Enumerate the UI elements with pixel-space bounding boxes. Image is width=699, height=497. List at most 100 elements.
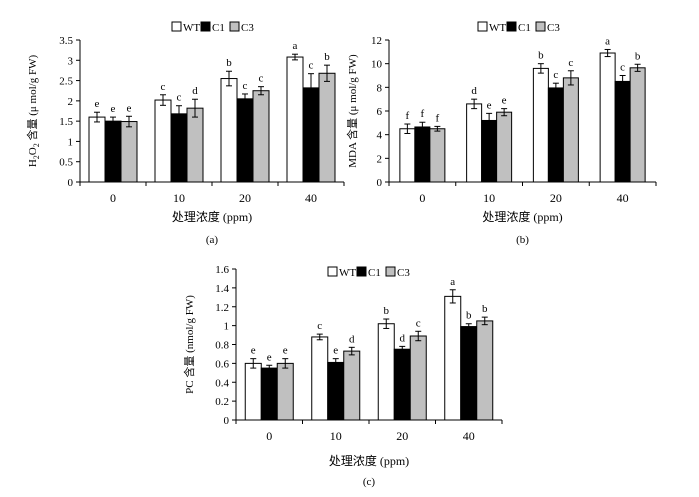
bar bbox=[393, 348, 411, 421]
y-tick-label: 1 bbox=[68, 136, 74, 148]
y-tick-label: 3 bbox=[68, 55, 74, 67]
bar bbox=[444, 295, 462, 421]
y-tick-label: 1.4 bbox=[215, 283, 229, 295]
significance-label: d bbox=[192, 85, 198, 97]
y-tick-label: 0.4 bbox=[215, 377, 229, 389]
bar bbox=[286, 56, 304, 183]
x-axis-title: 处理浓度 (ppm) bbox=[329, 453, 409, 468]
significance-label: e bbox=[333, 345, 338, 357]
legend-swatch bbox=[327, 266, 338, 277]
y-tick-label: 0 bbox=[224, 415, 230, 427]
y-tick-label: 2 bbox=[68, 96, 74, 108]
bar bbox=[220, 78, 238, 183]
y-tick-label: 12 bbox=[371, 35, 382, 47]
y-axis-title: H2O2 含量 (μ mol/g FW) bbox=[25, 55, 41, 168]
x-tick-label: 20 bbox=[239, 191, 251, 205]
legend-swatch bbox=[385, 266, 396, 277]
bar bbox=[629, 67, 646, 183]
significance-label: a bbox=[450, 276, 455, 288]
legend-label: C1 bbox=[368, 267, 381, 279]
bar bbox=[414, 126, 431, 183]
x-tick-label: 10 bbox=[173, 191, 185, 205]
y-tick-label: 0.5 bbox=[59, 157, 73, 169]
x-tick-label: 0 bbox=[266, 429, 272, 443]
legend-label: WT bbox=[489, 22, 506, 34]
y-axis-title: PC 含量 (nmol/g FW) bbox=[182, 295, 196, 394]
bar bbox=[260, 367, 278, 421]
y-tick-label: 2.5 bbox=[59, 76, 73, 88]
significance-label: f bbox=[421, 108, 425, 120]
significance-label: b bbox=[384, 305, 390, 317]
legend-swatch bbox=[535, 21, 546, 32]
significance-label: b bbox=[324, 51, 330, 63]
significance-label: e bbox=[283, 345, 288, 357]
panel-label: (b) bbox=[516, 234, 529, 246]
bar bbox=[481, 119, 498, 183]
bar bbox=[170, 113, 188, 183]
legend-label: C3 bbox=[397, 267, 410, 279]
x-tick-label: 40 bbox=[617, 191, 629, 205]
significance-label: c bbox=[259, 73, 264, 85]
significance-label: c bbox=[416, 317, 421, 329]
bar bbox=[104, 120, 122, 183]
significance-label: a bbox=[293, 40, 298, 52]
y-tick-label: 1.5 bbox=[59, 116, 73, 128]
x-tick-label: 10 bbox=[483, 191, 495, 205]
bar bbox=[532, 67, 549, 183]
legend-label: C1 bbox=[212, 22, 225, 34]
significance-label: c bbox=[161, 81, 166, 93]
significance-label: b bbox=[538, 50, 544, 62]
x-tick-label: 0 bbox=[110, 191, 116, 205]
x-tick-label: 40 bbox=[305, 191, 317, 205]
y-tick-label: 0.8 bbox=[215, 340, 229, 352]
significance-label: c bbox=[177, 92, 182, 104]
y-tick-label: 6 bbox=[377, 106, 383, 118]
legend-swatch bbox=[356, 266, 367, 277]
bar bbox=[466, 103, 483, 183]
x-tick-label: 10 bbox=[330, 429, 342, 443]
x-axis-title: 处理浓度 (ppm) bbox=[482, 209, 562, 224]
legend-label: C3 bbox=[547, 22, 560, 34]
significance-label: e bbox=[487, 99, 492, 111]
bar bbox=[327, 361, 345, 421]
bar bbox=[429, 128, 446, 183]
significance-label: e bbox=[267, 351, 272, 363]
y-axis-title-part: 含量 (μ mol/g FW) bbox=[25, 55, 39, 144]
bar bbox=[236, 98, 254, 183]
y-tick-label: 0 bbox=[377, 177, 383, 189]
bar bbox=[343, 350, 361, 421]
y-tick-label: 1.2 bbox=[215, 302, 229, 314]
y-axis-title: MDA 含量 (μ mol/g FW) bbox=[345, 54, 359, 168]
y-axis-title-part: 2 bbox=[32, 143, 41, 147]
significance-label: c bbox=[317, 320, 322, 332]
x-tick-label: 40 bbox=[463, 429, 475, 443]
y-tick-label: 2 bbox=[377, 153, 383, 165]
y-tick-label: 1 bbox=[224, 321, 230, 333]
bar bbox=[88, 116, 106, 183]
legend-label: C3 bbox=[241, 22, 254, 34]
significance-label: c bbox=[243, 80, 248, 92]
x-tick-label: 20 bbox=[396, 429, 408, 443]
bar bbox=[562, 77, 579, 183]
panel-label: (a) bbox=[206, 234, 219, 246]
y-axis-title-part: O bbox=[27, 147, 39, 155]
bar bbox=[311, 336, 329, 421]
bar bbox=[460, 326, 478, 421]
x-axis-title: 处理浓度 (ppm) bbox=[172, 209, 252, 224]
legend-swatch bbox=[477, 21, 488, 32]
legend-swatch bbox=[171, 21, 182, 32]
bar bbox=[154, 99, 172, 183]
legend-swatch bbox=[200, 21, 211, 32]
significance-label: b bbox=[482, 303, 488, 315]
panel-c: 00.20.40.60.811.21.41.60 10 20 40ecbaeedbed… bbox=[182, 264, 503, 488]
bar bbox=[252, 90, 270, 183]
bar bbox=[614, 80, 631, 183]
significance-label: b bbox=[635, 50, 641, 62]
significance-label: d bbox=[349, 333, 355, 345]
bar bbox=[244, 362, 262, 421]
significance-label: e bbox=[127, 102, 132, 114]
legend-label: WT bbox=[339, 267, 356, 279]
significance-label: a bbox=[605, 35, 610, 47]
